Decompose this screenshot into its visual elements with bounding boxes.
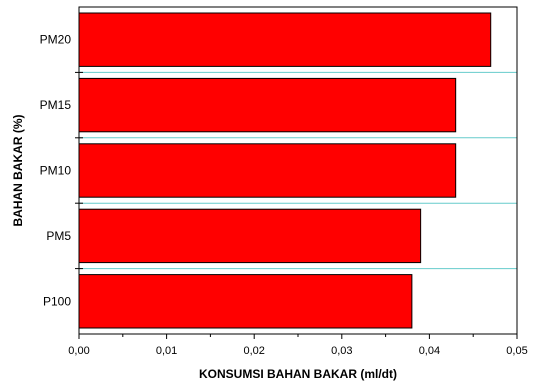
grid-lines <box>79 71 517 270</box>
bar-pm20 <box>78 12 492 67</box>
y-tick-label: PM20 <box>40 33 72 47</box>
x-tick-label: 0,02 <box>243 345 264 357</box>
bars <box>78 12 492 329</box>
x-tick-label: 0,03 <box>331 345 352 357</box>
y-tick-label: P100 <box>43 294 71 308</box>
x-tick-label: 0,00 <box>68 345 89 357</box>
y-tick-label: PM5 <box>46 229 71 243</box>
x-tick-label: 0,05 <box>506 345 527 357</box>
y-tick-label: PM10 <box>40 164 72 178</box>
bar-pm5 <box>78 208 422 264</box>
ticks <box>75 71 518 339</box>
bar-pm10 <box>78 143 457 198</box>
x-tick-label: 0,04 <box>419 345 440 357</box>
y-tick-label: PM15 <box>40 98 72 112</box>
tick-labels: P100 PM5 PM10 PM15 PM20 0,00 0,01 0,02 0,03 0,04 0… <box>40 33 528 357</box>
bar-p100 <box>78 274 413 329</box>
x-tick-label: 0,01 <box>156 345 177 357</box>
x-axis-title: KONSUMSI BAHAN BAKAR (ml/dt) <box>199 367 397 381</box>
y-axis-title: BAHAN BAKAR (%) <box>11 115 25 227</box>
bar-pm15 <box>78 77 457 133</box>
